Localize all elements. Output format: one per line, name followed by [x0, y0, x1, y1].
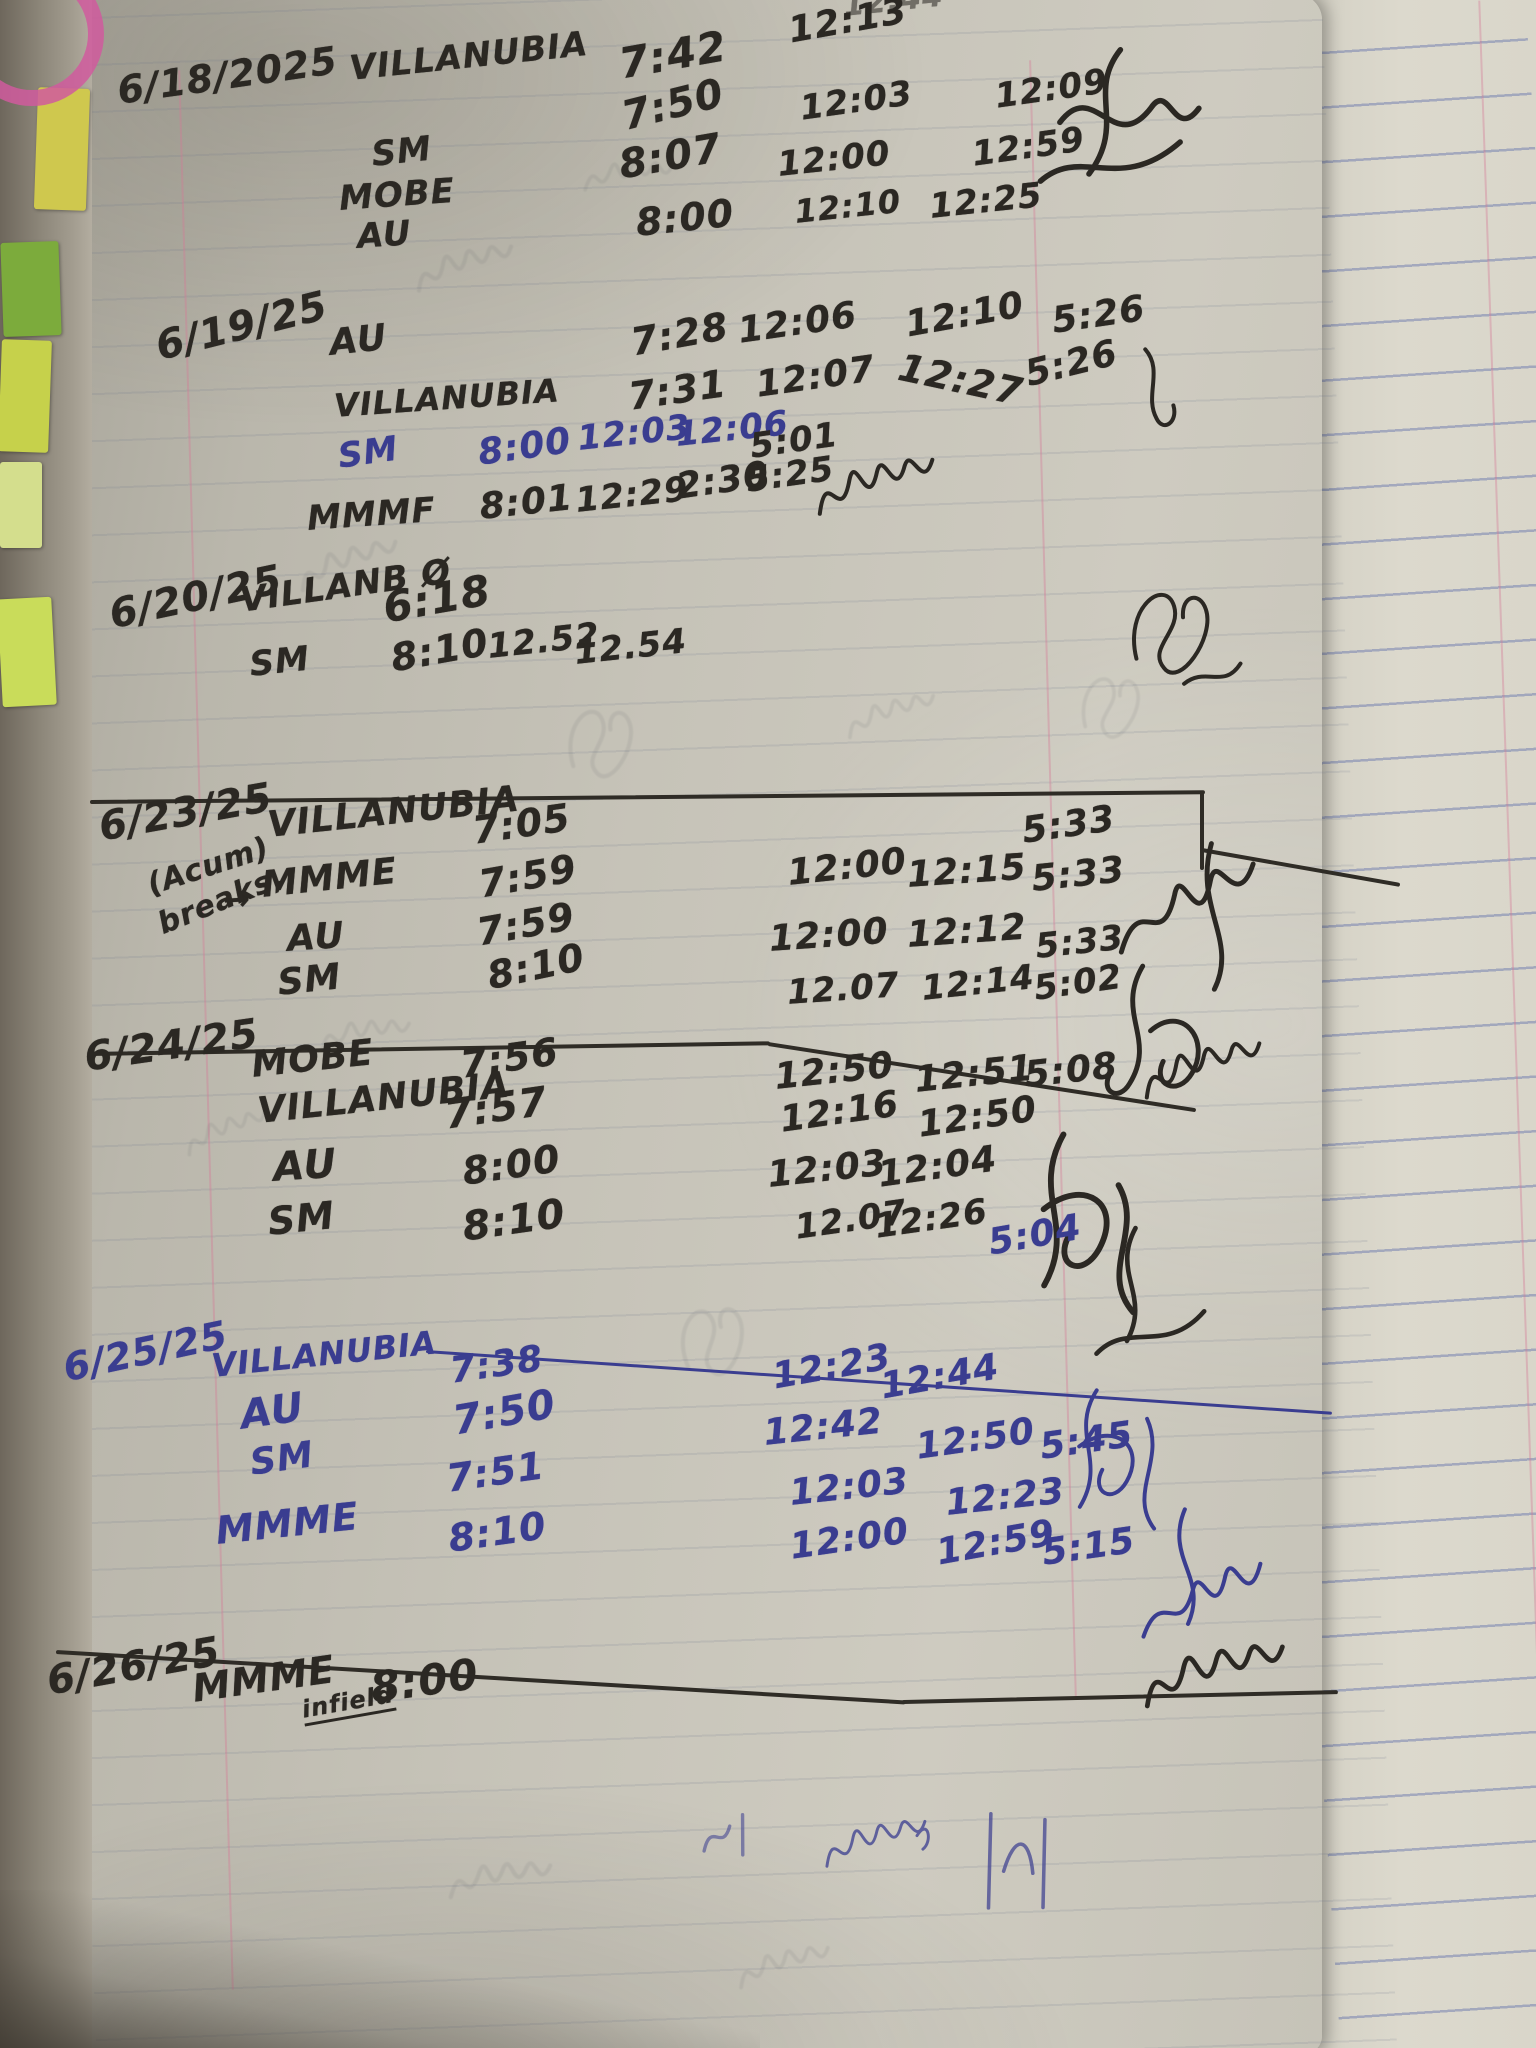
worker-name: SM	[247, 1434, 317, 1484]
sticky-tab-lime	[0, 596, 57, 708]
bleed-through-scribble	[848, 693, 935, 740]
worker-name: SM	[335, 428, 401, 477]
signature-scribble	[986, 1811, 1047, 1910]
worker-name: AU	[355, 213, 413, 257]
signature-scribble	[1143, 347, 1177, 427]
bleed-through-scribble	[300, 539, 398, 593]
worker-name: AU	[285, 914, 346, 960]
signature-scribble	[1144, 1644, 1285, 1709]
signature-scribble	[1077, 1388, 1157, 1531]
worker-name: MMMF	[305, 490, 438, 539]
signature-scribble	[817, 457, 935, 516]
signature-scribble	[1132, 592, 1243, 686]
time-entry: 8:01	[477, 477, 576, 528]
signature-scribble	[1141, 1507, 1263, 1639]
under-page	[1201, 0, 1536, 2048]
sticky-tab-green	[0, 241, 62, 337]
bleed-through-scribble	[583, 160, 675, 192]
bleed-through-scribble	[416, 244, 514, 293]
time-entry: 8:00	[633, 190, 737, 245]
signature-scribble	[1094, 1225, 1207, 1357]
worker-name: AU	[271, 1140, 339, 1191]
time-entry: 5:08	[1022, 1045, 1121, 1096]
page-corner-shadow	[0, 1890, 760, 2048]
worker-name: SM	[247, 638, 312, 685]
sticky-tab-yellow	[33, 87, 91, 211]
worker-name: MOBE	[337, 170, 457, 219]
signature-scribble	[1118, 841, 1256, 992]
time-entry: 12:00	[767, 910, 890, 960]
divider-tick	[1200, 792, 1204, 870]
worker-name: SM	[369, 128, 434, 175]
sticky-tab-pale-green	[0, 462, 42, 548]
signature-scribble	[1037, 46, 1202, 184]
time-entry: 12.07	[785, 965, 901, 1013]
time-entry: 12:12	[905, 906, 1028, 956]
worker-name: AU	[327, 317, 390, 364]
sticky-tab-yellow-green	[0, 339, 52, 453]
worker-name: SM	[275, 956, 344, 1004]
bleed-through-scribble	[187, 1110, 267, 1157]
time-entry: 12:15	[905, 846, 1028, 896]
bleed-through-scribble	[1081, 677, 1141, 739]
worker-name: AU	[237, 1384, 308, 1439]
signature-scribble	[702, 1813, 745, 1857]
time-entry: 12:10	[792, 181, 903, 231]
bleed-through-scribble	[320, 1019, 411, 1052]
signature-scribble	[1040, 1131, 1137, 1316]
bleed-through-scribble	[448, 1861, 553, 1900]
worker-name: SM	[265, 1192, 338, 1244]
bleed-through-scribble	[568, 709, 633, 779]
signature-scribble	[825, 1819, 930, 1868]
signature-scribble	[1144, 1041, 1262, 1100]
